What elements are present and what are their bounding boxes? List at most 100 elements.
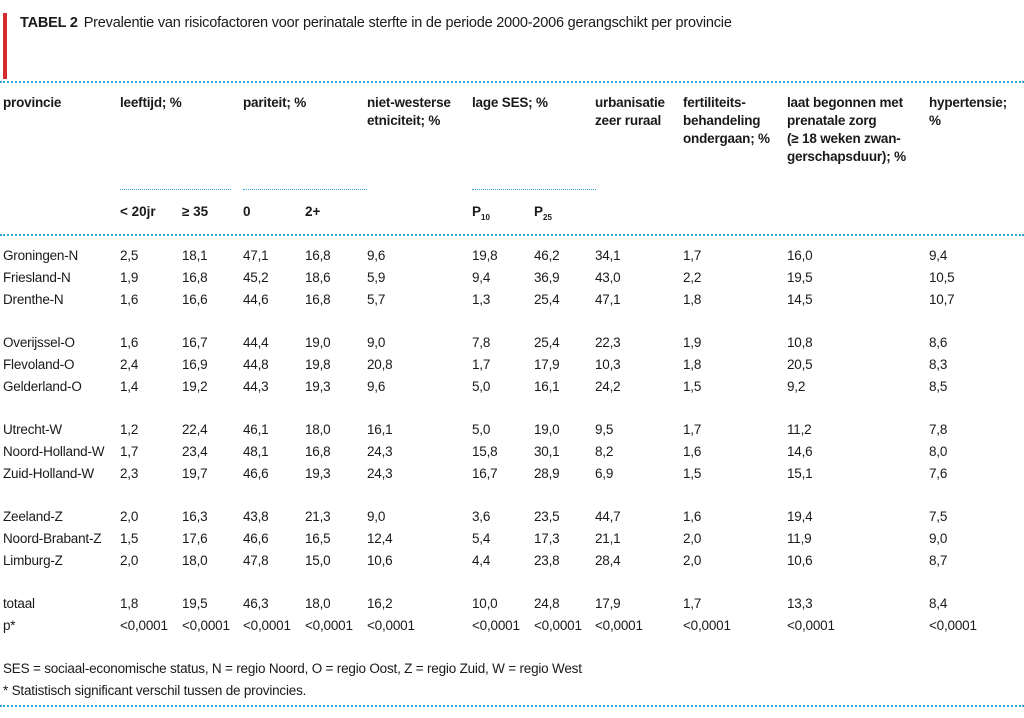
subheader-p10: P10 xyxy=(472,204,490,222)
table-cell: 16,7 xyxy=(182,335,208,350)
table-cell: 4,4 xyxy=(472,553,491,568)
table-cell: <0,0001 xyxy=(120,618,168,633)
table-cell: 1,6 xyxy=(683,444,702,459)
table-cell: 1,7 xyxy=(683,422,702,437)
table-cell: 8,7 xyxy=(929,553,948,568)
table-cell: 24,8 xyxy=(534,596,560,611)
table-cell: 8,5 xyxy=(929,379,948,394)
province-name: Noord-Brabant-Z xyxy=(3,531,102,546)
table-cell: 20,5 xyxy=(787,357,813,372)
table-cell: 11,2 xyxy=(787,422,812,437)
table-cell: 8,4 xyxy=(929,596,948,611)
table-cell: 2,3 xyxy=(120,466,139,481)
table-cell: 10,5 xyxy=(929,270,955,285)
table-cell: 16,7 xyxy=(472,466,498,481)
table-cell: 17,9 xyxy=(595,596,621,611)
province-name: Flevoland-O xyxy=(3,357,75,372)
table-cell: 46,1 xyxy=(243,422,269,437)
table-cell: 9,5 xyxy=(595,422,614,437)
table-cell: 1,7 xyxy=(683,596,702,611)
table-cell: 44,6 xyxy=(243,292,269,307)
table-cell: 20,8 xyxy=(367,357,393,372)
table-cell: 34,1 xyxy=(595,248,621,263)
table-cell: 16,1 xyxy=(534,379,560,394)
table-row: Groningen-N 2,5 18,1 47,1 16,8 9,6 19,8 46,2 34,… xyxy=(0,248,1024,268)
table-cell: 30,1 xyxy=(534,444,560,459)
province-name: Drenthe-N xyxy=(3,292,64,307)
table-cell: 1,3 xyxy=(472,292,491,307)
table-row: Gelderland-O 1,4 19,2 44,3 19,3 9,6 5,0 16,1 24,… xyxy=(0,379,1024,399)
table-title: TABEL 2 Prevalentie van risicofactoren vo… xyxy=(20,15,732,31)
table-cell: 25,4 xyxy=(534,335,560,350)
table-cell: 18,6 xyxy=(305,270,331,285)
table-cell: 16,8 xyxy=(305,444,331,459)
province-name: Overijssel-O xyxy=(3,335,75,350)
table-cell: <0,0001 xyxy=(367,618,415,633)
table-cell: 19,7 xyxy=(182,466,208,481)
table-cell: 9,0 xyxy=(367,335,386,350)
table-cell: 1,7 xyxy=(683,248,702,263)
table-cell: <0,0001 xyxy=(683,618,731,633)
table-cell: 1,9 xyxy=(120,270,139,285)
province-name: Groningen-N xyxy=(3,248,79,263)
header-prenatale-zorg: laat begonnen met prenatale zorg (≥ 18 w… xyxy=(787,95,906,164)
table-cell: 36,9 xyxy=(534,270,560,285)
table-cell: 16,1 xyxy=(367,422,393,437)
header-provincie: provincie xyxy=(3,95,62,110)
header-urbanisatie: urbanisatie zeer ruraal xyxy=(595,95,665,128)
table-cell: 1,4 xyxy=(120,379,139,394)
subheader-p25: P25 xyxy=(534,204,552,222)
table-label: TABEL 2 xyxy=(20,15,78,31)
table-cell: 2,4 xyxy=(120,357,139,372)
table-cell: 19,5 xyxy=(182,596,208,611)
table-cell: 9,0 xyxy=(929,531,948,546)
province-name: p* xyxy=(3,618,16,633)
table-cell: 17,6 xyxy=(182,531,208,546)
province-name: Utrecht-W xyxy=(3,422,62,437)
table-cell: 19,0 xyxy=(534,422,560,437)
table-cell: 5,7 xyxy=(367,292,386,307)
table-cell: 44,7 xyxy=(595,509,621,524)
table-cell: 1,6 xyxy=(683,509,702,524)
table-cell: 6,9 xyxy=(595,466,614,481)
table-cell: 1,5 xyxy=(683,466,702,481)
table-cell: 1,2 xyxy=(120,422,139,437)
table-cell: 1,5 xyxy=(683,379,702,394)
table-cell: 44,4 xyxy=(243,335,269,350)
table-cell: 9,6 xyxy=(367,248,386,263)
table-cell: 5,9 xyxy=(367,270,386,285)
table-cell: <0,0001 xyxy=(472,618,520,633)
table-cell: 19,4 xyxy=(787,509,813,524)
header-leeftijd: leeftijd; % xyxy=(120,95,182,110)
table-cell: 22,4 xyxy=(182,422,208,437)
header-pariteit: pariteit; % xyxy=(243,95,307,110)
table-cell: 8,2 xyxy=(595,444,614,459)
table-cell: 24,3 xyxy=(367,466,393,481)
title-accent-bar xyxy=(3,13,7,79)
footnote-ses: SES = sociaal-economische status, N = re… xyxy=(3,661,582,676)
table-cell: 45,2 xyxy=(243,270,269,285)
table-cell: 14,5 xyxy=(787,292,813,307)
table-cell: 18,0 xyxy=(305,422,331,437)
table-cell: 2,0 xyxy=(683,553,702,568)
table-row: Friesland-N 1,9 16,8 45,2 18,6 5,9 9,4 36,9 43,0… xyxy=(0,270,1024,290)
table-caption: Prevalentie van risicofactoren voor peri… xyxy=(83,15,732,31)
table-cell: 28,4 xyxy=(595,553,621,568)
table-cell: 15,1 xyxy=(787,466,813,481)
table-cell: 16,2 xyxy=(367,596,393,611)
table-row: Flevoland-O 2,4 16,9 44,8 19,8 20,8 1,7 17,9 10,… xyxy=(0,357,1024,377)
table-cell: 21,3 xyxy=(305,509,331,524)
table-cell: 16,8 xyxy=(182,270,208,285)
table-cell: 1,8 xyxy=(683,357,702,372)
table-cell: 43,8 xyxy=(243,509,269,524)
table-cell: 9,0 xyxy=(367,509,386,524)
table-cell: 13,3 xyxy=(787,596,813,611)
subheader-p0: 0 xyxy=(243,204,251,219)
table-cell: 1,5 xyxy=(120,531,139,546)
table-cell: 16,6 xyxy=(182,292,208,307)
table-cell: 46,3 xyxy=(243,596,269,611)
table-cell: 47,1 xyxy=(595,292,621,307)
province-name: Zeeland-Z xyxy=(3,509,63,524)
table-cell: 16,8 xyxy=(305,292,331,307)
footnote-significance: * Statistisch significant verschil tusse… xyxy=(3,683,307,698)
